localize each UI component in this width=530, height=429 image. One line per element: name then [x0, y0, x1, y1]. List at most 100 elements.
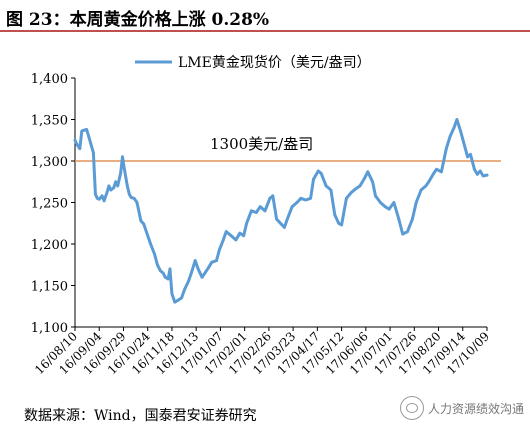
data-point: [383, 205, 387, 209]
data-point: [316, 169, 320, 173]
data-point: [299, 196, 303, 200]
data-point: [340, 223, 343, 227]
data-point: [466, 155, 469, 159]
reference-line-group: 1300美元/盎司: [75, 135, 501, 162]
data-point: [215, 259, 218, 262]
gold-price-line: [73, 118, 489, 304]
data-point: [193, 259, 197, 262]
data-point: [189, 271, 193, 275]
data-point: [349, 191, 353, 194]
data-point: [258, 205, 262, 209]
data-point: [263, 209, 267, 213]
data-point: [100, 194, 104, 198]
data-point: [444, 147, 448, 151]
data-point: [132, 196, 136, 200]
data-point: [78, 147, 82, 151]
data-point: [107, 184, 111, 188]
data-point: [469, 153, 472, 156]
data-point: [135, 201, 139, 204]
reference-line-label: 1300美元/盎司: [210, 135, 313, 153]
data-point: [156, 263, 159, 267]
title-rule: [0, 30, 530, 32]
data-point: [94, 192, 97, 196]
data-point: [319, 172, 323, 175]
data-point: [168, 267, 172, 271]
data-point: [123, 167, 126, 171]
data-point: [142, 222, 146, 226]
data-point: [153, 252, 156, 256]
data-point: [234, 238, 238, 242]
data-point: [363, 176, 367, 180]
data-point: [112, 186, 116, 190]
data-point: [324, 184, 328, 188]
figure-title: 图 23：本周黄金价格上涨 0.28%: [6, 10, 270, 30]
data-point: [250, 209, 253, 213]
data-point: [176, 299, 180, 302]
data-point: [309, 196, 312, 200]
data-point: [180, 296, 184, 300]
data-point: [448, 134, 452, 138]
wechat-icon: [399, 396, 424, 420]
data-point: [475, 172, 479, 176]
data-point: [92, 151, 95, 155]
data-point: [387, 207, 391, 211]
y-tick-label: 1,350: [31, 114, 68, 129]
data-point: [163, 275, 167, 279]
data-point: [304, 198, 308, 202]
data-point: [485, 173, 489, 177]
data-point: [114, 180, 118, 184]
data-point: [125, 184, 129, 188]
data-point: [173, 300, 177, 304]
y-tick-label: 1,300: [31, 155, 68, 170]
data-point: [242, 234, 246, 238]
data-point: [312, 177, 315, 181]
data-point: [366, 170, 370, 174]
data-point: [102, 199, 106, 203]
data-point: [73, 138, 77, 142]
data-point: [440, 170, 443, 174]
data-point: [82, 128, 86, 132]
y-tick-label: 1,150: [31, 280, 68, 295]
data-point: [295, 201, 299, 204]
data-point: [283, 226, 286, 229]
data-point: [254, 211, 258, 214]
data-point: [238, 231, 242, 235]
data-point: [203, 271, 207, 275]
data-point: [478, 169, 482, 173]
data-point: [89, 141, 92, 145]
data-point: [200, 275, 204, 279]
data-point: [224, 230, 228, 234]
data-point: [397, 217, 401, 221]
data-point: [392, 201, 396, 204]
data-point: [221, 238, 225, 242]
data-point: [432, 172, 436, 175]
data-point: [452, 126, 456, 130]
data-point: [424, 184, 428, 188]
x-axis: 16/08/1016/09/0416/09/2916/10/2416/11/18…: [32, 326, 492, 377]
data-point: [149, 242, 153, 246]
data-point: [459, 130, 463, 134]
data-point: [435, 167, 438, 171]
data-point: [129, 196, 133, 199]
data-point: [374, 194, 377, 198]
data-point: [455, 118, 459, 121]
data-point: [358, 184, 362, 188]
y-tick-label: 1,100: [31, 321, 68, 336]
data-point: [146, 234, 150, 238]
data-point: [419, 188, 423, 192]
data-point: [127, 192, 131, 196]
data-point: [353, 187, 357, 191]
data-point: [337, 221, 341, 225]
data-point: [207, 265, 211, 269]
y-tick-label: 1,200: [31, 238, 68, 253]
data-point: [183, 288, 186, 291]
data-point: [279, 221, 282, 225]
y-tick-label: 1,400: [31, 72, 68, 87]
data-point: [87, 134, 90, 138]
data-point: [462, 141, 466, 145]
data-point: [481, 174, 485, 178]
data-point: [139, 219, 143, 223]
data-point: [97, 197, 101, 201]
series-group: [73, 118, 489, 304]
